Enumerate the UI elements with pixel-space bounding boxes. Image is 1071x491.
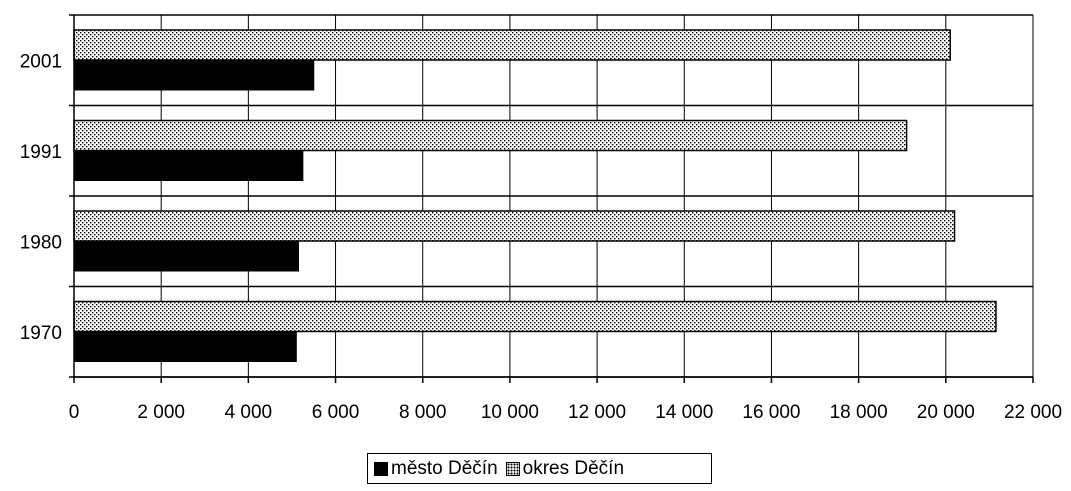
x-tick-label-7: 14 000	[655, 402, 713, 423]
bar-layer	[73, 29, 997, 362]
axis-layer	[73, 15, 1034, 383]
x-tick-label-10: 20 000	[917, 402, 975, 423]
x-tick-label-1: 2 000	[137, 402, 185, 423]
y-tick-label-1991: 1991	[20, 142, 62, 163]
x-tick-label-4: 8 000	[399, 402, 447, 423]
x-tick-label-8: 16 000	[742, 402, 800, 423]
bar-mesto-2001	[73, 59, 315, 91]
bar-okres-1991	[73, 119, 908, 152]
bar-mesto-1991	[73, 150, 304, 181]
bar-okres-1970	[73, 300, 997, 333]
grid-layer	[69, 14, 1034, 378]
label-layer: 1970 1980 1991 2001 0 2 000 4 000 6 000 8 000 10 …	[20, 51, 1062, 423]
x-tick-label-5: 10 000	[481, 402, 539, 423]
x-tick-label-0: 0	[69, 402, 80, 423]
legend-label-mesto: město Děčín	[391, 457, 498, 479]
legend-item-mesto: město Děčín	[374, 458, 498, 480]
legend-swatch-okres	[505, 461, 520, 476]
y-tick-label-1980: 1980	[20, 232, 62, 253]
x-tick-label-3: 6 000	[312, 402, 360, 423]
x-tick-label-6: 12 000	[568, 402, 626, 423]
legend-label-okres: okres Děčín	[522, 457, 625, 479]
x-tick-label-2: 4 000	[225, 402, 273, 423]
legend-swatch-mesto	[374, 461, 388, 476]
bar-mesto-1980	[73, 240, 299, 272]
x-tick-label-11: 22 000	[1004, 402, 1062, 423]
y-tick-label-2001: 2001	[20, 51, 62, 72]
legend: město Děčín okres Děčín	[367, 453, 712, 484]
legend-item-okres: okres Děčín	[505, 457, 625, 480]
x-tick-label-9: 18 000	[830, 402, 888, 423]
y-tick-label-1970: 1970	[20, 323, 62, 344]
bar-mesto-1970	[73, 331, 297, 362]
bar-okres-2001	[73, 29, 951, 61]
bar-okres-1980	[73, 210, 956, 242]
